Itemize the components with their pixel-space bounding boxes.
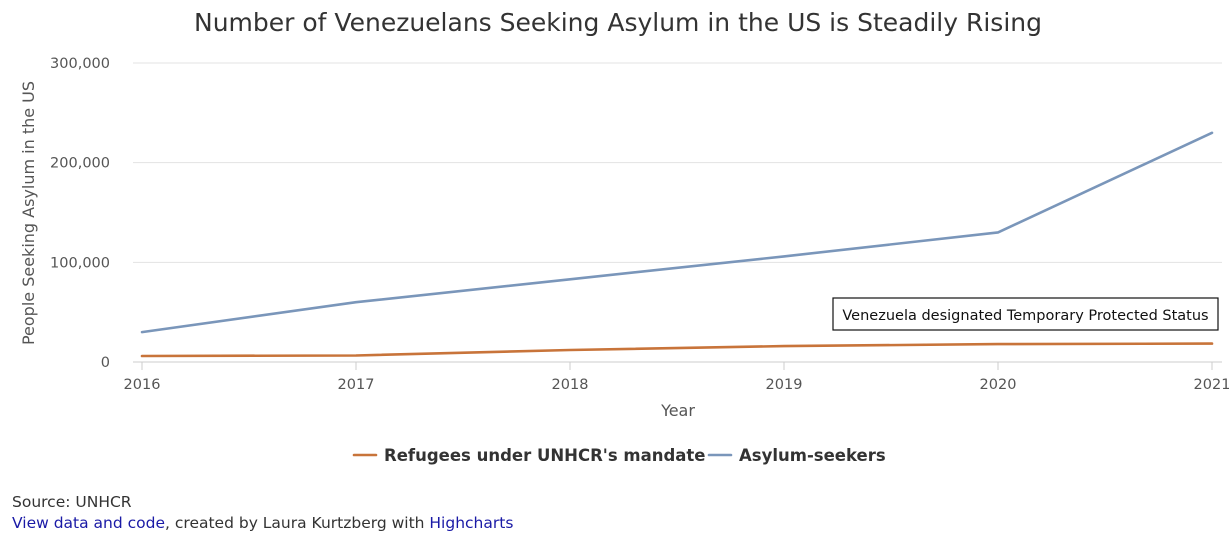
- y-axis-title: People Seeking Asylum in the US: [19, 81, 38, 345]
- y-axis: 0 100,000 200,000 300,000: [50, 56, 110, 371]
- annotation-box: [832, 297, 1219, 331]
- x-tick-label: 2020: [980, 377, 1017, 393]
- x-axis-title: Year: [660, 401, 695, 420]
- legend-label: Refugees under UNHCR's mandate: [384, 446, 706, 465]
- view-data-link[interactable]: View data and code: [12, 514, 166, 532]
- source-credit: Source: UNHCR: [12, 493, 132, 511]
- y-tick-label: 100,000: [50, 255, 110, 271]
- chart: Number of Venezuelans Seeking Asylum in …: [19, 8, 1229, 465]
- credit-line: View data and code, created by Laura Kur…: [12, 514, 513, 532]
- y-tick-label: 300,000: [50, 56, 110, 72]
- y-tick-label: 200,000: [50, 156, 110, 172]
- x-tick-label: 2021: [1194, 377, 1229, 393]
- x-tick-label: 2016: [124, 377, 161, 393]
- x-axis: 2016 2017 2018 2019 2020 2021: [124, 361, 1229, 393]
- series-line-refugees: [140, 342, 1214, 358]
- legend-label: Asylum-seekers: [739, 446, 886, 465]
- series-line-asylum-seekers: [140, 131, 1214, 334]
- annotation-label: Venezuela designated Temporary Protected…: [842, 308, 1208, 324]
- credit-text: , created by Laura Kurtzberg with: [165, 514, 430, 532]
- chart-title: Number of Venezuelans Seeking Asylum in …: [194, 8, 1042, 37]
- x-tick-label: 2019: [766, 377, 803, 393]
- highcharts-link[interactable]: Highcharts: [429, 514, 514, 532]
- x-tick-label: 2018: [552, 377, 589, 393]
- gridlines: [133, 62, 1222, 263]
- legend: Refugees under UNHCR's mandate Asylum-see…: [352, 446, 886, 465]
- y-tick-label: 0: [101, 355, 110, 371]
- tps-annotation: Venezuela designated Temporary Protected…: [832, 297, 1219, 331]
- series-lines: [140, 131, 1214, 358]
- x-tick-label: 2017: [338, 377, 375, 393]
